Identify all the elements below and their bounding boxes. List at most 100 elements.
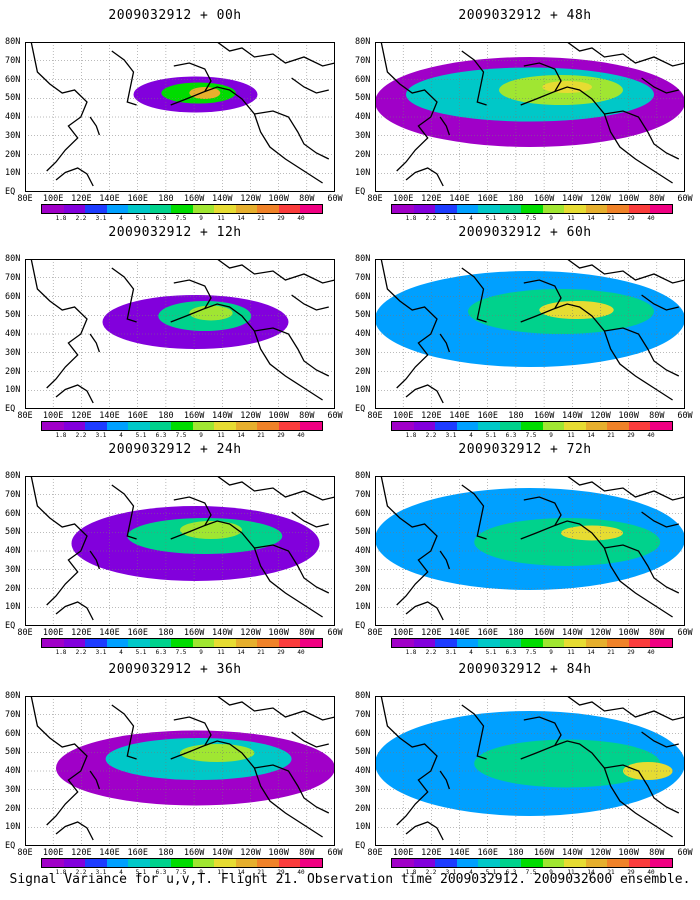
lat-tick-label: 30N	[5, 347, 21, 358]
colorbar-label: 40	[647, 649, 655, 656]
colorbar-swatch	[499, 639, 522, 647]
colorbar-label: 7.5	[525, 869, 537, 876]
colorbar-label: 3.1	[445, 869, 457, 876]
lon-tick-label: 100W	[268, 848, 289, 858]
variance-map	[375, 259, 685, 409]
lon-tick-label: 140E	[99, 194, 120, 204]
colorbar-label: 4	[469, 649, 473, 656]
lon-tick-label: 120E	[421, 848, 442, 858]
lat-tick-label: 20N	[5, 803, 21, 814]
colorbar-label: 14	[237, 215, 245, 222]
colorbar-swatch	[214, 639, 236, 647]
colorbar-swatch	[128, 859, 150, 867]
colorbar-label: 11	[217, 432, 225, 439]
colorbar-labels: 1.8 2.2 3.1 4 5.1 6.3 7.5 9 11 14 21 29 40	[391, 649, 671, 657]
lon-tick-label: 180	[508, 628, 524, 638]
colorbar-swatch	[42, 422, 64, 430]
colorbar-label: 7.5	[525, 215, 537, 222]
variance-map	[25, 476, 335, 626]
coastline	[405, 601, 444, 621]
lat-tick-label: 10N	[355, 168, 371, 179]
lon-tick-label: 100E	[42, 411, 64, 421]
colorbar-swatch	[564, 859, 586, 867]
lat-tick-label: 10N	[355, 822, 371, 833]
colorbar-label: 1.8	[405, 215, 417, 222]
colorbar-swatch	[42, 639, 64, 647]
lon-tick-label: 100E	[392, 628, 414, 638]
lon-tick-label: 160E	[127, 411, 148, 421]
colorbar-label: 40	[297, 432, 305, 439]
lon-tick-label: 80W	[649, 848, 665, 858]
colorbar-labels: 1.8 2.2 3.1 4 5.1 6.3 7.5 9 11 14 21 29 40	[41, 215, 321, 223]
colorbar-swatch	[128, 205, 150, 213]
colorbar-label: 7.5	[525, 649, 537, 656]
colorbar-swatch	[214, 422, 236, 430]
lon-tick-label: 140E	[449, 194, 470, 204]
colorbar-swatch	[499, 422, 522, 430]
colorbar-label: 5.1	[485, 215, 497, 222]
colorbar-labels: 1.8 2.2 3.1 4 5.1 6.3 7.5 9 11 14 21 29 40	[391, 432, 671, 440]
lat-tick-label: 70N	[355, 55, 371, 66]
colorbar-swatch	[106, 859, 129, 867]
colorbar-label: 11	[217, 649, 225, 656]
lon-tick-label: 100W	[618, 848, 639, 858]
coastline	[111, 50, 137, 106]
colorbar	[391, 421, 673, 431]
lon-tick-label: 140W	[212, 194, 233, 204]
colorbar-label: 21	[607, 649, 615, 656]
colorbar-swatch	[278, 205, 301, 213]
colorbar-label: 1.8	[55, 869, 67, 876]
lat-tick-label: 60N	[5, 508, 21, 519]
variance-contour	[180, 521, 242, 539]
map-panel: 2009032912 + 00h 80N 70N 60N 50N 40N 30N 20N 10N…	[5, 8, 345, 223]
colorbar-swatch	[214, 859, 236, 867]
lon-tick-label: 160W	[183, 848, 205, 858]
colorbar-label: 5.1	[135, 649, 147, 656]
colorbar-label: 29	[277, 869, 285, 876]
colorbar-label: 29	[627, 215, 635, 222]
colorbar-swatch	[650, 639, 672, 647]
colorbar-label: 9	[199, 215, 203, 222]
colorbar-swatch	[499, 205, 522, 213]
colorbar-label: 5.1	[485, 432, 497, 439]
coastline	[204, 740, 323, 838]
colorbar-swatch	[171, 422, 193, 430]
lon-tick-label: 60W	[327, 628, 343, 638]
colorbar-swatch	[585, 422, 608, 430]
lon-tick-label: 140W	[212, 628, 233, 638]
lon-tick-label: 80E	[367, 628, 383, 638]
lon-tick-label: 100W	[618, 411, 639, 421]
coastline	[520, 716, 562, 760]
lat-tick-label: 30N	[5, 130, 21, 141]
colorbar	[391, 638, 673, 648]
coastline	[461, 267, 487, 323]
lon-tick-label: 100E	[42, 848, 64, 858]
colorbar-swatch	[149, 205, 172, 213]
lon-tick-label: 120W	[240, 628, 261, 638]
colorbar-label: 1.8	[405, 432, 417, 439]
coastline	[641, 294, 679, 311]
colorbar-swatch	[214, 205, 236, 213]
colorbar-label: 9	[199, 649, 203, 656]
lon-tick-label: 100E	[42, 194, 64, 204]
lat-tick-label: 20N	[5, 583, 21, 594]
colorbar-label: 4	[119, 869, 123, 876]
map-frame	[25, 42, 335, 192]
lon-tick-label: 140W	[212, 848, 233, 858]
lon-tick-label: 80E	[17, 628, 33, 638]
coastline	[216, 42, 335, 67]
colorbar-swatch	[521, 859, 543, 867]
map-panel: 2009032912 + 60h 80N 70N 60N 50N 40N 30N 20N 10N…	[355, 225, 695, 440]
colorbar-swatch	[585, 205, 608, 213]
lon-tick-label: 120E	[71, 848, 92, 858]
lat-tick-label: 80N	[5, 691, 21, 701]
colorbar-label: 11	[567, 215, 575, 222]
lon-tick-label: 120E	[421, 628, 442, 638]
colorbar-swatch	[235, 205, 258, 213]
colorbar-label: 2.2	[75, 215, 87, 222]
lon-tick-label: 160E	[477, 628, 498, 638]
lon-tick-label: 160W	[533, 194, 555, 204]
colorbar-swatch	[542, 422, 565, 430]
lat-tick-label: 10N	[355, 385, 371, 396]
lon-tick-label: 120E	[421, 411, 442, 421]
